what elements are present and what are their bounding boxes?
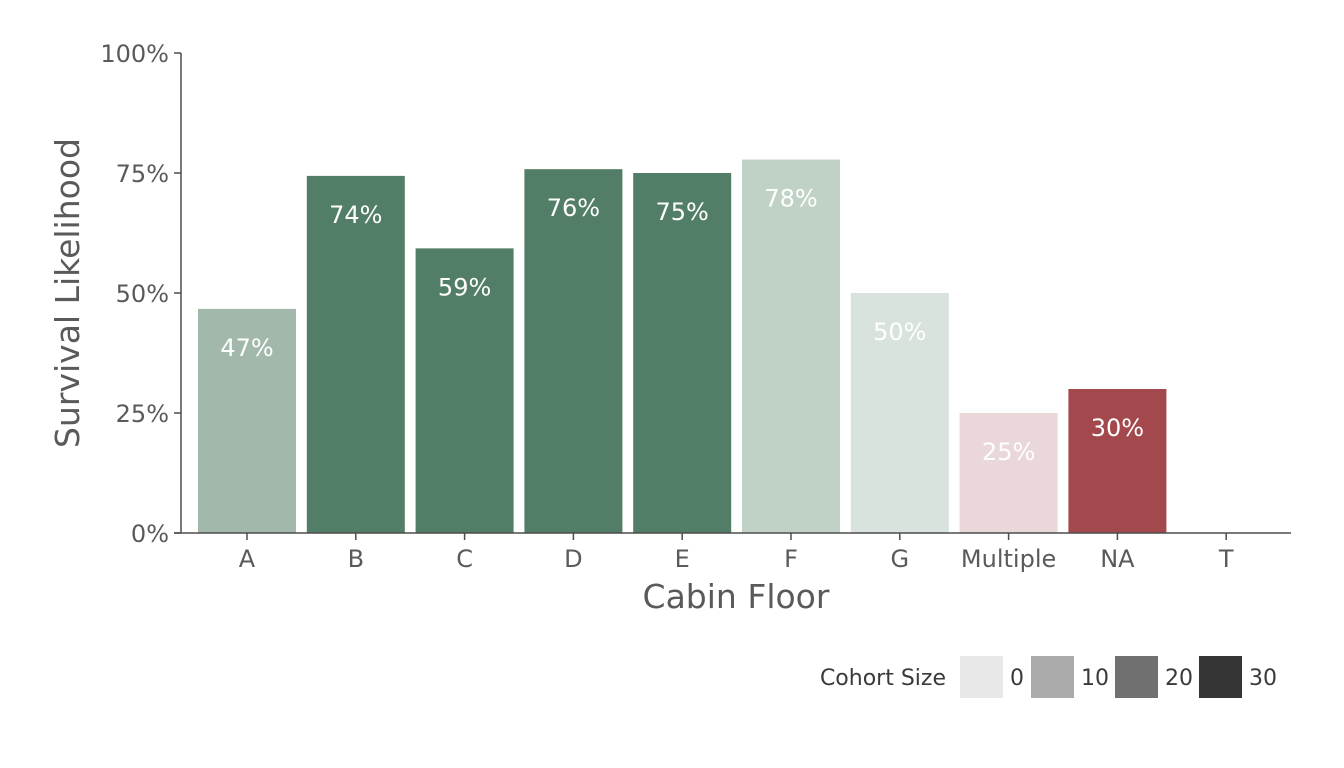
bar-label-b: 74% [329, 201, 382, 229]
bar-label-na: 30% [1091, 414, 1144, 442]
y-tick-label: 0% [131, 520, 169, 548]
y-tick-label: 100% [100, 40, 169, 68]
bar-f [742, 159, 840, 533]
bar-label-multiple: 25% [982, 438, 1035, 466]
x-axis-title: Cabin Floor [643, 577, 830, 616]
legend-label: 30 [1249, 666, 1277, 691]
x-tick-label: C [456, 545, 473, 573]
legend-swatch [1031, 656, 1074, 698]
legend-label: 10 [1081, 666, 1109, 691]
y-tick-label: 75% [116, 160, 169, 188]
bar-c [415, 248, 514, 534]
legend-label: 0 [1010, 666, 1024, 691]
x-axis: A B C D E F G Multiple NA T [174, 532, 1291, 573]
y-tick-label: 25% [116, 400, 169, 428]
legend-swatch [1115, 656, 1158, 698]
x-tick-label: B [348, 545, 364, 573]
x-tick-label: E [675, 545, 690, 573]
bar-label-e: 75% [656, 198, 709, 226]
bar-label-a: 47% [220, 334, 273, 362]
x-tick-label: NA [1100, 545, 1135, 573]
bar-g [850, 293, 949, 533]
y-axis: 0% 25% 50% 75% 100% [100, 40, 182, 548]
x-tick-label: T [1218, 545, 1234, 573]
x-tick-label: D [564, 545, 582, 573]
bars-group: 47% 74% 59% 76% 75% 78% 50% 25% 30% [198, 159, 1167, 534]
legend-title: Cohort Size [820, 666, 946, 691]
bar-b [306, 175, 405, 533]
bar-label-d: 76% [547, 194, 600, 222]
bar-label-f: 78% [764, 185, 817, 213]
x-tick-label: A [239, 545, 256, 573]
x-tick-label: Multiple [961, 545, 1056, 573]
x-tick-label: G [890, 545, 909, 573]
y-tick-label: 50% [116, 280, 169, 308]
bar-a [198, 308, 296, 533]
legend: Cohort Size 0 10 20 30 [820, 656, 1277, 698]
bar-label-c: 59% [438, 273, 491, 301]
bar-label-g: 50% [873, 318, 926, 346]
bar-na [1068, 389, 1167, 533]
legend-swatch [1199, 656, 1242, 698]
bar-multiple [959, 413, 1058, 533]
y-axis-title: Survival Likelihood [48, 138, 87, 448]
bar-d [524, 169, 623, 533]
legend-swatch [960, 656, 1003, 698]
x-tick-label: F [784, 545, 798, 573]
legend-label: 20 [1165, 666, 1193, 691]
bar-e [633, 173, 732, 533]
